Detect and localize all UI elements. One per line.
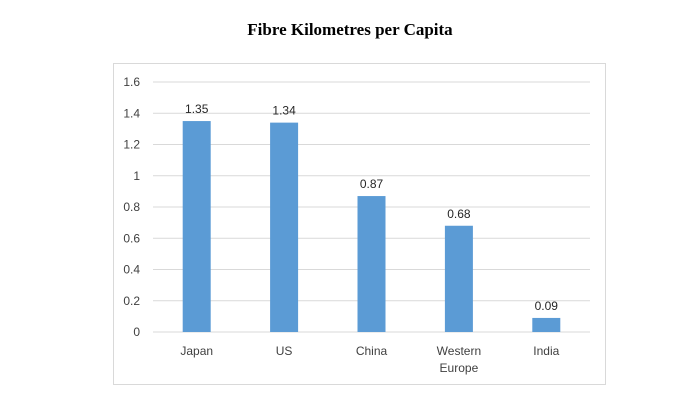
bar bbox=[357, 196, 386, 332]
y-tick-label: 1 bbox=[133, 169, 140, 183]
bar bbox=[532, 317, 561, 332]
category-label: US bbox=[276, 344, 293, 358]
category-label: India bbox=[533, 344, 559, 358]
category-label: Japan bbox=[180, 344, 213, 358]
bar bbox=[444, 225, 473, 332]
y-tick-label: 0.8 bbox=[123, 200, 140, 214]
data-label: 0.09 bbox=[535, 299, 559, 313]
y-tick-label: 1.2 bbox=[123, 138, 140, 152]
data-label: 0.68 bbox=[447, 207, 471, 221]
bar bbox=[270, 122, 299, 332]
data-label: 0.87 bbox=[360, 177, 384, 191]
data-labels: 1.35 1.34 0.87 0.68 0.09 bbox=[185, 102, 558, 313]
category-labels: Japan US China Western Europe India bbox=[180, 344, 559, 375]
data-label: 1.34 bbox=[272, 104, 296, 118]
y-tick-label: 0.2 bbox=[123, 294, 140, 308]
y-tick-label: 1.6 bbox=[123, 75, 140, 89]
data-label: 1.35 bbox=[185, 102, 209, 116]
category-label: Europe bbox=[440, 361, 479, 375]
category-label: China bbox=[356, 344, 388, 358]
y-tick-label: 0 bbox=[133, 325, 140, 339]
y-tick-label: 0.6 bbox=[123, 231, 140, 245]
bar bbox=[182, 121, 211, 332]
y-tick-label: 1.4 bbox=[123, 106, 140, 120]
y-axis-ticks: 0 0.2 0.4 0.6 0.8 1 1.2 1.4 1.6 bbox=[123, 75, 140, 339]
chart-title: Fibre Kilometres per Capita bbox=[247, 20, 453, 39]
category-label: Western bbox=[437, 344, 481, 358]
bars bbox=[182, 121, 561, 332]
y-tick-label: 0.4 bbox=[123, 263, 140, 277]
chart-area bbox=[113, 63, 606, 385]
